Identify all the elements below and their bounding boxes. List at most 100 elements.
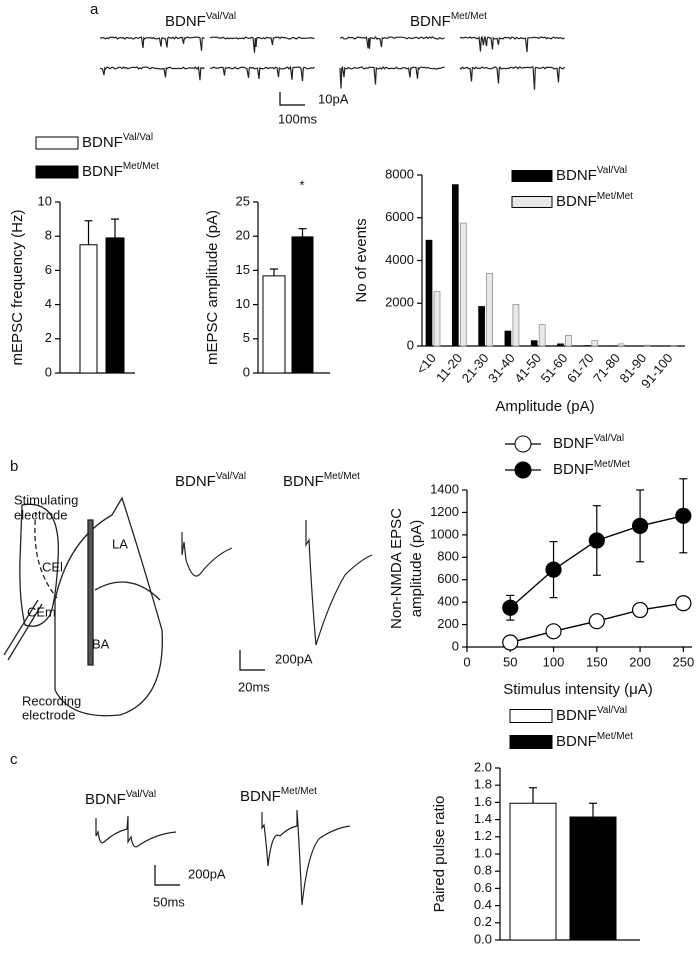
bar <box>558 344 564 346</box>
label-base: BDNF <box>82 134 123 151</box>
label-sup: Met/Met <box>597 191 633 202</box>
scale-label: 20ms <box>238 679 270 694</box>
legend-swatch <box>36 166 78 178</box>
y-tick-label: 1400 <box>430 481 459 496</box>
label-sup: Val/Val <box>594 433 624 444</box>
y-tick-label: 0.0 <box>474 931 492 946</box>
bar <box>487 273 493 346</box>
point <box>589 614 604 629</box>
y-tick-label: 20 <box>236 228 250 243</box>
y-tick-label: 8000 <box>385 166 414 181</box>
paired-trace <box>262 810 350 905</box>
x-tick-label: 41-50 <box>511 350 544 385</box>
bar <box>460 223 466 346</box>
y-tick-label: 0 <box>452 638 459 653</box>
x-tick-label: 200 <box>629 654 651 669</box>
x-tick-label: 31-40 <box>485 350 518 385</box>
point <box>546 562 561 577</box>
y-tick-label: 1200 <box>430 504 459 519</box>
y-tick-label: 400 <box>437 594 459 609</box>
y-tick-label: 6 <box>45 262 52 277</box>
label-sup: Met/Met <box>123 161 159 172</box>
bar <box>80 245 97 373</box>
y-tick-label: 10 <box>38 193 52 208</box>
legend-label: BDNFMet/Met <box>556 191 633 210</box>
y-tick-label: 15 <box>236 262 250 277</box>
y-axis-label: Non-NMDA EPSC <box>388 508 405 629</box>
label-base: BDNF <box>553 435 594 452</box>
x-tick-label: 50 <box>503 654 517 669</box>
x-tick-label: 21-30 <box>459 350 492 385</box>
bar <box>618 344 624 346</box>
y-axis-label: amplitude (pA) <box>408 520 425 618</box>
label-base: BDNF <box>556 707 597 724</box>
cel-cem-border <box>35 512 57 598</box>
legend-swatch <box>510 736 552 749</box>
bar <box>434 291 440 346</box>
bar <box>531 341 537 346</box>
y-tick-label: 8 <box>45 228 52 243</box>
point <box>676 596 691 611</box>
y-tick-label: 1000 <box>430 526 459 541</box>
bar <box>292 237 313 373</box>
y-tick-label: 0 <box>407 337 414 352</box>
bar <box>505 331 511 346</box>
x-axis-label: Stimulus intensity (μA) <box>503 681 653 698</box>
legend-swatch <box>510 710 552 723</box>
legend-label: BDNFVal/Val <box>553 433 624 452</box>
point <box>503 635 518 650</box>
legend-marker <box>515 436 531 452</box>
bar <box>592 341 598 346</box>
point <box>503 600 518 615</box>
bar <box>513 304 519 346</box>
y-tick-label: 10 <box>236 296 250 311</box>
mepsc-trace <box>100 37 205 51</box>
point <box>633 602 648 617</box>
y-tick-label: 0.2 <box>474 914 492 929</box>
point <box>633 518 648 533</box>
y-tick-label: 4000 <box>385 252 414 267</box>
label-base: BDNF <box>283 473 324 490</box>
x-tick-label: 11-20 <box>433 350 465 384</box>
la-ba-outline <box>55 498 162 716</box>
legend-label: BDNFVal/Val <box>82 132 153 151</box>
bar <box>510 803 556 940</box>
y-axis-label: Paired pulse ratio <box>431 796 448 913</box>
label-sup: Val/Val <box>126 789 156 800</box>
bar <box>570 817 616 940</box>
mepsc-trace <box>340 37 445 49</box>
diagram-label: Stimulating <box>14 492 78 507</box>
trace-label: BDNFVal/Val <box>85 789 156 808</box>
y-tick-label: 0.6 <box>474 880 492 895</box>
bar <box>452 185 458 346</box>
legend-label: BDNFMet/Met <box>82 161 159 180</box>
label-sup: Met/Met <box>281 786 317 797</box>
y-tick-label: 0.4 <box>474 897 492 912</box>
y-tick-label: 2000 <box>385 295 414 310</box>
scale-label: 10pA <box>318 91 349 106</box>
label-sup: Val/Val <box>597 705 627 716</box>
mepsc-trace <box>210 37 315 53</box>
label-sup: Met/Met <box>324 471 360 482</box>
legend-swatch <box>512 171 552 182</box>
bar <box>479 306 485 346</box>
y-tick-label: 2.0 <box>474 759 492 774</box>
x-axis-label: Amplitude (pA) <box>495 398 594 415</box>
label-base: BDNF <box>556 733 597 750</box>
panel-label: c <box>10 751 18 768</box>
bar <box>539 325 545 346</box>
x-tick-label: 250 <box>672 654 694 669</box>
label-base: BDNF <box>82 163 123 180</box>
diagram-label: electrode <box>14 507 67 522</box>
panel-label: a <box>90 1 99 18</box>
legend-label: BDNFVal/Val <box>556 165 627 184</box>
mepsc-trace <box>460 67 565 90</box>
y-axis-label: mEPSC amplitude (pA) <box>204 210 221 365</box>
x-tick-label: 61-70 <box>564 350 597 385</box>
label-base: BDNF <box>553 461 594 478</box>
diagram-label: CEm <box>27 604 56 619</box>
mepsc-trace <box>340 67 445 89</box>
legend-label: BDNFVal/Val <box>556 705 627 724</box>
evoked-trace <box>182 532 232 576</box>
diagram-label: BA <box>92 636 110 651</box>
